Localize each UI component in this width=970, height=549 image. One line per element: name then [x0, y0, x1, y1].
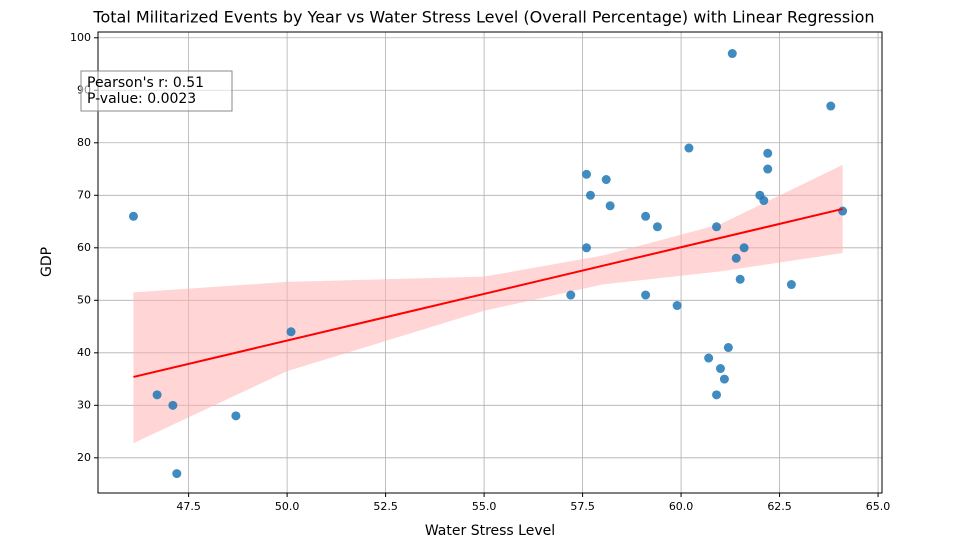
- y-tick-label: 20: [77, 451, 91, 464]
- point: [735, 274, 745, 284]
- annotation-box: [80, 70, 233, 112]
- point: [763, 148, 773, 158]
- point: [684, 143, 694, 153]
- point: [838, 206, 848, 216]
- point: [712, 390, 722, 400]
- y-tick-label: 40: [77, 346, 91, 359]
- point: [566, 290, 576, 300]
- plot-frame: [97, 31, 883, 494]
- regression-line: [133, 207, 843, 378]
- chart-title: Total Militarized Events by Year vs Wate…: [92, 8, 874, 27]
- point: [786, 280, 796, 290]
- point: [128, 211, 138, 221]
- x-tick-label: 62.5: [767, 500, 792, 513]
- point: [704, 353, 714, 363]
- y-tick-label: 60: [77, 241, 91, 254]
- point: [672, 301, 682, 311]
- point: [231, 411, 241, 421]
- x-tick-label: 65.0: [866, 500, 891, 513]
- x-axis-label: Water Stress Level: [425, 523, 555, 539]
- y-tick-label: 50: [77, 293, 91, 306]
- point: [763, 164, 773, 174]
- point: [712, 222, 722, 232]
- point: [759, 196, 769, 206]
- point: [715, 364, 725, 374]
- point: [739, 243, 749, 253]
- point: [719, 374, 729, 384]
- annotation-text: P-value: 0.0023: [87, 91, 196, 107]
- y-tick-label: 80: [77, 136, 91, 149]
- point: [605, 201, 615, 211]
- y-axis-label: GDP: [39, 247, 55, 277]
- x-tick-label: 60.0: [669, 500, 694, 513]
- x-tick-label: 52.5: [373, 500, 398, 513]
- point: [727, 49, 737, 59]
- point: [826, 101, 836, 111]
- point: [601, 175, 611, 185]
- point: [582, 243, 592, 253]
- x-tick-label: 47.5: [176, 500, 201, 513]
- point: [723, 343, 733, 353]
- x-tick-label: 57.5: [570, 500, 595, 513]
- point: [652, 222, 662, 232]
- y-tick-label: 30: [77, 398, 91, 411]
- point: [585, 190, 595, 200]
- point: [168, 400, 178, 410]
- annotation-text: Pearson's r: 0.51: [87, 75, 204, 91]
- y-tick-label: 100: [70, 31, 91, 44]
- x-tick-label: 55.0: [472, 500, 497, 513]
- point: [641, 290, 651, 300]
- point: [731, 253, 741, 263]
- point: [641, 211, 651, 221]
- point: [286, 327, 296, 337]
- point: [582, 169, 592, 179]
- point: [152, 390, 162, 400]
- confidence-band: [133, 164, 843, 444]
- x-tick-label: 50.0: [275, 500, 300, 513]
- point: [172, 469, 182, 479]
- y-tick-label: 70: [77, 188, 91, 201]
